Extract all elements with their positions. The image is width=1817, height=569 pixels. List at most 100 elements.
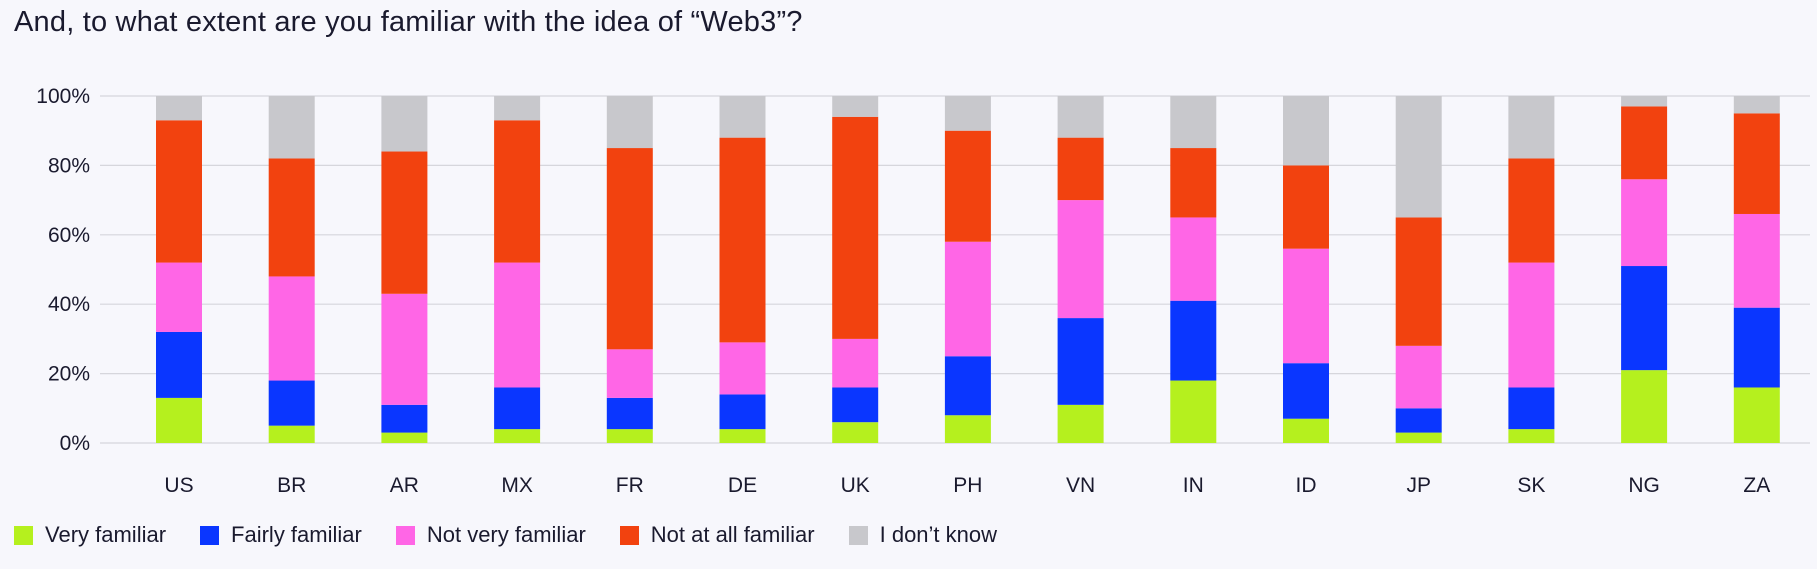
y-tick-label: 100% — [36, 85, 90, 108]
bar-segment-very-familiar — [1170, 380, 1217, 443]
bar-segment-not-very-familiar — [944, 241, 991, 357]
bar-segment-fairly-familiar — [1508, 387, 1555, 430]
bar-segment-fairly-familiar — [494, 387, 541, 430]
bar-segment-not-at-all-familiar — [1395, 217, 1442, 346]
bar-segment-not-very-familiar — [1621, 179, 1668, 267]
bar-segment-very-familiar — [832, 422, 879, 443]
bar-segment-i-don-t-know — [494, 96, 541, 121]
x-tick-label: BR — [277, 474, 306, 497]
bar-segment-i-don-t-know — [1733, 96, 1780, 114]
bar-segment-i-don-t-know — [1170, 96, 1217, 149]
chart-title: And, to what extent are you familiar wit… — [14, 6, 803, 38]
bar-segment-not-very-familiar — [156, 262, 202, 332]
legend-label: Not very familiar — [426, 522, 586, 547]
bar-segment-fairly-familiar — [268, 380, 315, 426]
bar-segment-fairly-familiar — [606, 397, 653, 430]
legend-item: Not at all familiar — [619, 522, 815, 548]
bar-segment-not-at-all-familiar — [1057, 137, 1104, 201]
chart-legend: Very familiar Fairly familiar Not very fam… — [14, 522, 1031, 548]
x-tick-label: UK — [841, 474, 870, 497]
bar-segment-very-familiar — [1508, 429, 1555, 443]
bar-segment-i-don-t-know — [944, 96, 991, 131]
bar-segment-fairly-familiar — [1621, 266, 1668, 371]
bar-segment-not-very-familiar — [1508, 262, 1555, 388]
bar-segment-i-don-t-know — [1395, 96, 1442, 218]
bar-segment-not-at-all-familiar — [1170, 148, 1217, 218]
bar-segment-fairly-familiar — [381, 404, 428, 433]
bar-segment-not-at-all-familiar — [606, 148, 653, 350]
x-tick-label: US — [164, 474, 193, 497]
bar-segment-very-familiar — [381, 432, 428, 443]
legend-item: Fairly familiar — [200, 522, 362, 548]
bar-segment-very-familiar — [494, 429, 541, 443]
legend-label: Fairly familiar — [231, 522, 362, 547]
legend-label: I don’t know — [879, 522, 998, 547]
bar-segment-very-familiar — [1621, 370, 1668, 443]
bar-segment-very-familiar — [1395, 432, 1442, 443]
bar-segment-very-familiar — [719, 429, 766, 443]
bar-segment-fairly-familiar — [944, 356, 991, 416]
x-tick-label: IN — [1183, 474, 1204, 497]
bar-segment-not-at-all-familiar — [494, 120, 541, 263]
x-tick-label: ZA — [1743, 474, 1770, 497]
bar-segment-not-at-all-familiar — [944, 130, 991, 242]
bar-segment-fairly-familiar — [719, 394, 766, 430]
x-tick-label: FR — [616, 474, 644, 497]
bar-segment-not-very-familiar — [1057, 200, 1104, 319]
bar-segment-not-at-all-familiar — [832, 116, 879, 339]
bar-segment-not-very-familiar — [1395, 345, 1442, 409]
bar-segment-fairly-familiar — [1733, 307, 1780, 388]
bar-segment-not-very-familiar — [606, 349, 653, 398]
bar-segment-i-don-t-know — [268, 96, 315, 159]
legend-item: Not very familiar — [395, 522, 586, 548]
bar-segment-i-don-t-know — [1621, 96, 1668, 107]
x-tick-label: MX — [501, 474, 533, 497]
bar-segment-not-at-all-familiar — [381, 151, 428, 294]
y-tick-label: 20% — [48, 363, 90, 386]
bar-segment-i-don-t-know — [381, 96, 428, 152]
bar-segment-not-very-familiar — [381, 293, 428, 405]
x-tick-label: ID — [1296, 474, 1317, 497]
y-tick-label: 0% — [60, 432, 90, 455]
bar-segment-not-very-familiar — [494, 262, 541, 388]
y-tick-label: 40% — [48, 293, 90, 316]
legend-label: Very familiar — [45, 522, 167, 547]
x-tick-label: VN — [1066, 474, 1095, 497]
x-tick-label: NG — [1628, 474, 1660, 497]
legend-swatch — [200, 525, 220, 545]
x-tick-label: PH — [953, 474, 982, 497]
x-tick-label: SK — [1517, 474, 1545, 497]
bar-segment-not-very-familiar — [268, 276, 315, 381]
stacked-bar-chart: 0% 20% 40% 60% 80% 100% US BR AR MX FR DE UK PH VN IN ID… — [36, 85, 1810, 497]
x-tick-label: AR — [390, 474, 419, 497]
bar-segment-very-familiar — [268, 425, 315, 443]
bar-segment-very-familiar — [1283, 418, 1329, 443]
bar-segment-not-very-familiar — [1733, 213, 1780, 308]
bar-segment-very-familiar — [156, 397, 202, 443]
bar-segment-not-at-all-familiar — [719, 137, 766, 343]
bar-segment-fairly-familiar — [832, 387, 879, 423]
legend-label: Not at all familiar — [650, 522, 815, 547]
bar-segment-i-don-t-know — [719, 96, 766, 138]
bar-segment-not-at-all-familiar — [268, 158, 315, 277]
bar-segment-i-don-t-know — [606, 96, 653, 149]
bar-segment-not-at-all-familiar — [1621, 106, 1668, 180]
bar-segment-very-familiar — [944, 415, 991, 443]
legend-item: Very familiar — [14, 522, 166, 548]
legend-item: I don’t know — [848, 522, 998, 548]
bar-segment-fairly-familiar — [1170, 300, 1217, 381]
bar-segment-fairly-familiar — [1057, 318, 1104, 405]
bar-segment-i-don-t-know — [1283, 96, 1329, 166]
bar-segment-not-very-familiar — [719, 342, 766, 395]
bar-segment-i-don-t-know — [156, 96, 202, 121]
y-tick-label: 80% — [48, 154, 90, 177]
bar-segment-not-very-familiar — [1283, 248, 1329, 364]
bar-segment-very-familiar — [1057, 404, 1104, 443]
bar-segment-very-familiar — [606, 429, 653, 443]
x-tick-label: DE — [728, 474, 757, 497]
bar-segment-not-very-familiar — [832, 338, 879, 388]
bar-segment-not-at-all-familiar — [156, 120, 202, 263]
bar-segment-not-at-all-familiar — [1733, 113, 1780, 214]
bar-segment-not-very-familiar — [1170, 217, 1217, 301]
bar-segment-fairly-familiar — [1283, 363, 1329, 419]
